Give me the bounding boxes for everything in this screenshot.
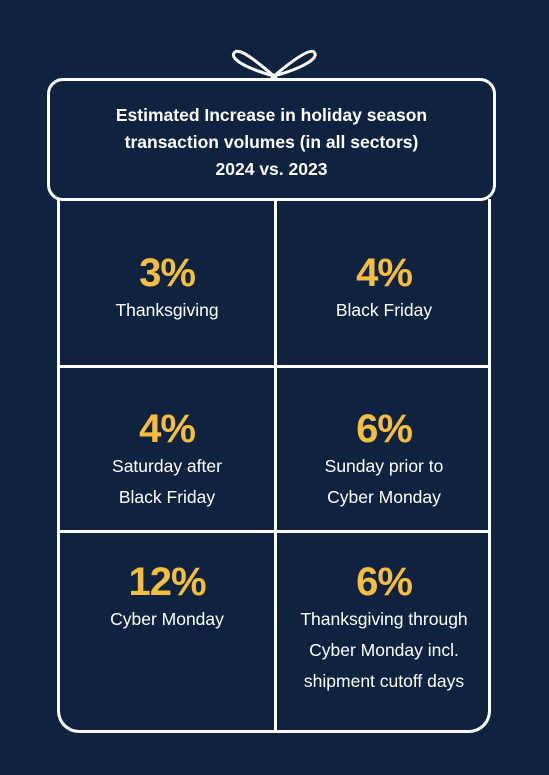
grid-divider-horizontal xyxy=(60,530,488,533)
grid-divider-horizontal xyxy=(60,365,488,368)
title-line: Estimated Increase in holiday season xyxy=(115,105,428,125)
stat-value: 6% xyxy=(356,560,413,604)
stat-label: Sunday prior to xyxy=(324,456,444,476)
stat-value: 4% xyxy=(356,251,413,295)
stat-cell-cyber-monday: 12% Cyber Monday xyxy=(60,560,274,635)
stat-value: 4% xyxy=(139,407,196,451)
stat-cell-saturday: 4% Saturday after Black Friday xyxy=(60,407,274,513)
stat-label: Saturday after xyxy=(112,456,222,476)
stat-label: Thanksgiving through xyxy=(300,609,468,629)
title-line: transaction volumes (in all sectors) xyxy=(124,132,419,152)
gift-box-grid: 3% Thanksgiving 4% Black Friday 4% Satur… xyxy=(57,199,491,733)
stat-label: Thanksgiving xyxy=(115,300,219,320)
stat-label: Cyber Monday xyxy=(110,609,224,629)
stat-cell-thanksgiving: 3% Thanksgiving xyxy=(60,251,274,326)
stat-label: Cyber Monday xyxy=(327,487,441,507)
stat-value: 6% xyxy=(356,407,413,451)
gift-lid-header: Estimated Increase in holiday season tra… xyxy=(47,78,496,201)
stat-cell-black-friday: 4% Black Friday xyxy=(277,251,491,326)
stat-value: 3% xyxy=(139,251,196,295)
stat-value: 12% xyxy=(128,560,206,604)
stat-label: Black Friday xyxy=(118,487,216,507)
stat-label: shipment cutoff days xyxy=(303,671,465,691)
grid-divider-vertical xyxy=(274,199,277,730)
stat-cell-sunday: 6% Sunday prior to Cyber Monday xyxy=(277,407,491,513)
stat-cell-full-period: 6% Thanksgiving through Cyber Monday inc… xyxy=(277,560,491,697)
stat-label: Cyber Monday incl. xyxy=(309,640,459,660)
title-line: 2024 vs. 2023 xyxy=(215,159,328,179)
page-title: Estimated Increase in holiday season tra… xyxy=(116,96,427,183)
stat-label: Black Friday xyxy=(335,300,433,320)
